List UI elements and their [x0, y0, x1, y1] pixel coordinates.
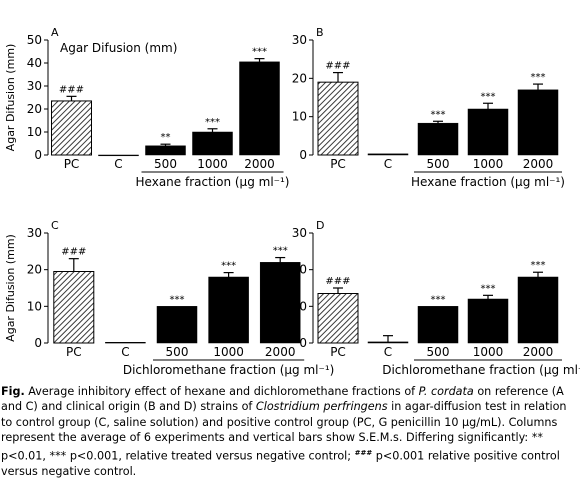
bar-c	[105, 342, 145, 343]
y-tick-label: 40	[27, 56, 42, 70]
category-label: 2000	[265, 345, 296, 359]
significance-marker: ***	[431, 294, 446, 305]
bar-500	[418, 123, 458, 155]
y-tick-label: 10	[292, 110, 307, 124]
panel-label: A	[51, 26, 59, 39]
y-axis-label: Agar Difusion (mm)	[4, 44, 17, 152]
bar-c	[368, 342, 408, 343]
significance-marker: ***	[531, 72, 546, 83]
chart-title: Agar Difusion (mm)	[60, 41, 177, 55]
significance-marker: **	[161, 132, 171, 143]
category-label: 1000	[473, 345, 504, 359]
bar-pc	[54, 272, 94, 344]
y-tick-label: 20	[292, 71, 307, 85]
y-tick-label: 20	[27, 263, 42, 277]
y-tick-label: 0	[34, 336, 42, 350]
bar-1000	[209, 277, 249, 343]
y-tick-label: 10	[27, 125, 42, 139]
significance-marker: ***	[481, 91, 496, 102]
caption-species-2: Clostridium perfringens	[256, 400, 388, 413]
y-tick-label: 0	[299, 336, 307, 350]
x-axis-label: Dichloromethane fraction (μg ml⁻¹)	[123, 363, 335, 377]
category-label: PC	[64, 157, 80, 171]
category-label: 500	[427, 345, 450, 359]
y-tick-label: 20	[292, 263, 307, 277]
category-label: 500	[166, 345, 189, 359]
y-axis-label: Agar Difusion (mm)	[4, 234, 17, 342]
category-label: 1000	[213, 345, 244, 359]
y-tick-label: 30	[27, 79, 42, 93]
bar-500	[157, 306, 197, 343]
category-label: C	[121, 345, 129, 359]
bar-1000	[468, 109, 508, 155]
category-label: C	[384, 345, 392, 359]
caption-text-1: Average inhibitory effect of hexane and …	[25, 385, 419, 398]
y-tick-label: 50	[27, 33, 42, 47]
bar-2000	[240, 62, 280, 155]
significance-marker: ###	[59, 84, 84, 95]
category-label: PC	[66, 345, 82, 359]
significance-marker: ***	[531, 260, 546, 271]
bar-1000	[193, 132, 233, 155]
caption-species-1: P. cordata	[419, 385, 474, 398]
bar-2000	[518, 277, 558, 343]
panel-label: B	[316, 26, 324, 39]
category-label: 1000	[197, 157, 228, 171]
y-tick-label: 30	[27, 226, 42, 240]
significance-marker: ***	[205, 117, 220, 128]
bar-pc	[52, 101, 92, 155]
category-label: 2000	[244, 157, 275, 171]
significance-marker: ***	[431, 109, 446, 120]
significance-marker: ***	[481, 283, 496, 294]
category-label: 1000	[473, 157, 504, 171]
y-tick-label: 20	[27, 102, 42, 116]
significance-marker: ***	[170, 294, 185, 305]
panel-label: D	[316, 219, 324, 232]
bar-pc	[318, 82, 358, 155]
bar-1000	[468, 299, 508, 343]
category-label: C	[384, 157, 392, 171]
category-label: 500	[154, 157, 177, 171]
significance-marker: ###	[325, 61, 350, 72]
bar-c	[99, 155, 139, 156]
x-axis-label: Dichloromethane fraction (μg ml⁻¹)	[382, 363, 580, 377]
category-label: 500	[427, 157, 450, 171]
y-tick-label: 10	[27, 299, 42, 313]
significance-marker: ***	[221, 261, 236, 272]
significance-marker: ###	[325, 276, 350, 287]
category-label: 2000	[523, 157, 554, 171]
significance-marker: ***	[252, 47, 267, 58]
x-axis-label: Hexane fraction (μg ml⁻¹)	[136, 175, 290, 189]
caption-fig-label: Fig.	[1, 385, 25, 398]
bar-2000	[518, 90, 558, 155]
bar-500	[418, 306, 458, 343]
category-label: PC	[330, 345, 346, 359]
y-tick-label: 10	[292, 299, 307, 313]
y-tick-label: 0	[299, 148, 307, 162]
caption-marker: ###	[355, 449, 373, 457]
bar-pc	[318, 294, 358, 344]
figure-caption: Fig. Average inhibitory effect of hexane…	[1, 384, 575, 479]
bar-500	[146, 146, 186, 155]
category-label: C	[114, 157, 122, 171]
bar-c	[368, 154, 408, 155]
significance-marker: ***	[273, 246, 288, 257]
y-tick-label: 30	[292, 33, 307, 47]
significance-marker: ###	[61, 247, 86, 258]
y-tick-label: 0	[34, 148, 42, 162]
category-label: 2000	[523, 345, 554, 359]
y-tick-label: 30	[292, 226, 307, 240]
x-axis-label: Hexane fraction (μg ml⁻¹)	[411, 175, 565, 189]
category-label: PC	[330, 157, 346, 171]
panel-label: C	[51, 219, 59, 232]
